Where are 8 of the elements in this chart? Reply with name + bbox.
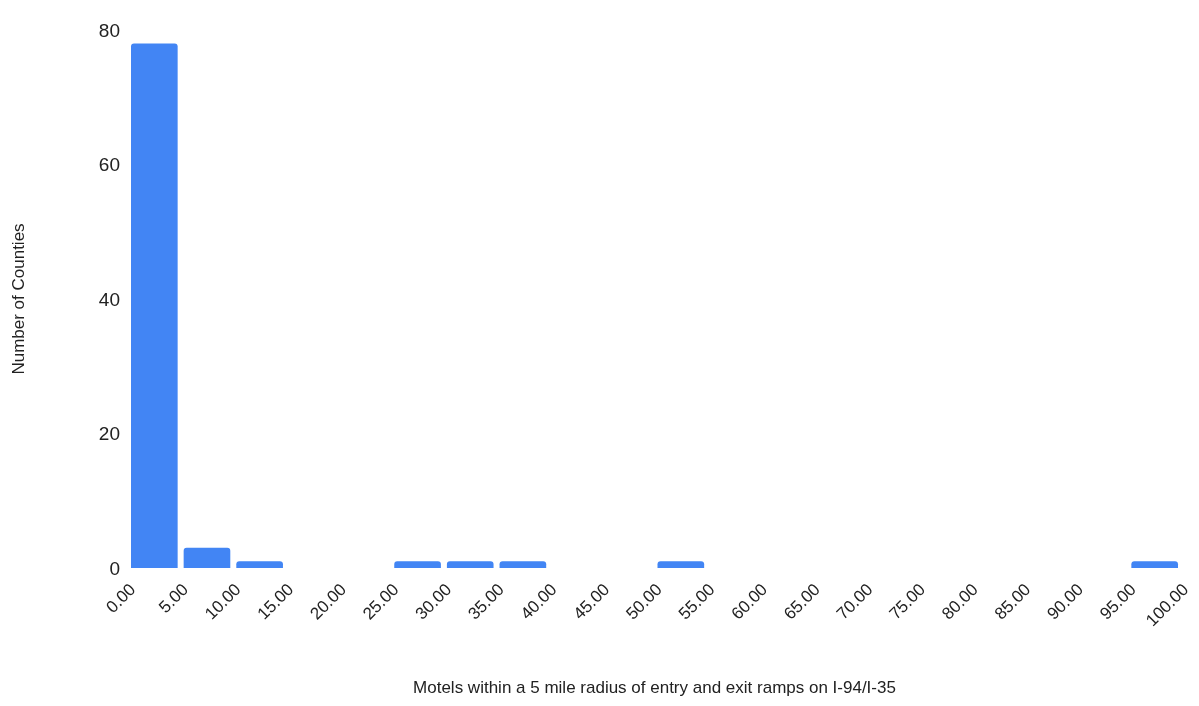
x-tick-label: 0.00 [102, 579, 140, 617]
y-axis-title: Number of Counties [9, 223, 29, 375]
y-tick-label: 0 [109, 557, 120, 579]
y-tick-label: 60 [98, 154, 120, 176]
y-tick-label: 20 [98, 423, 120, 445]
x-axis-title: Motels within a 5 mile radius of entry and exit ramps on I-94/I-35 [413, 678, 896, 697]
y-tick-label: 80 [98, 19, 120, 41]
y-tick-label: 40 [98, 288, 120, 310]
